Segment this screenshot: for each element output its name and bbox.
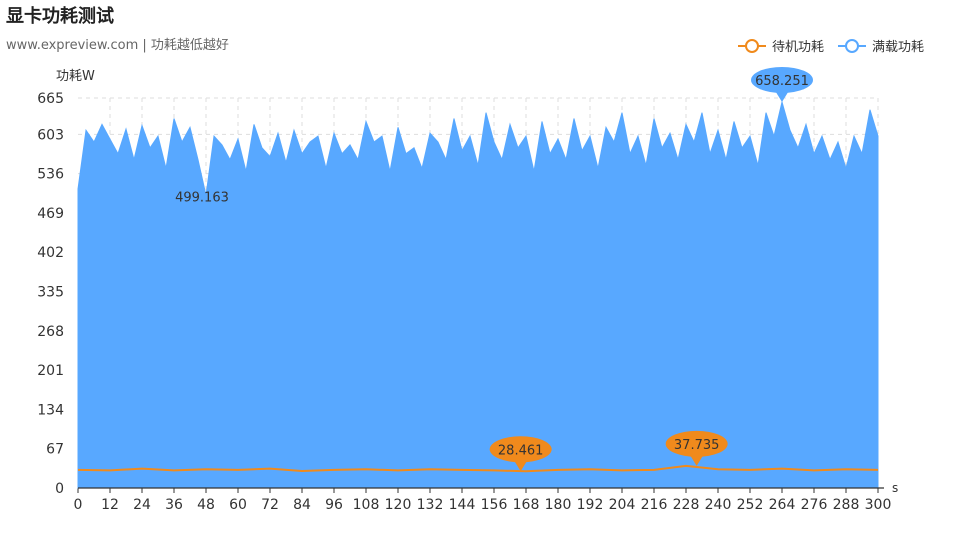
x-tick-label: 180	[545, 497, 572, 513]
y-tick-label: 536	[37, 167, 64, 183]
x-tick-label: 120	[385, 497, 412, 513]
legend-swatch-load	[837, 38, 866, 53]
x-tick-label: 216	[641, 497, 668, 513]
y-axis-title: 功耗W	[56, 69, 95, 84]
legend-label-idle: 待机功耗	[771, 40, 824, 55]
legend-swatch-idle	[737, 38, 766, 53]
y-tick-label: 665	[37, 91, 64, 107]
y-tick-label: 134	[37, 402, 64, 418]
chart-legend: 待机功耗 满载功耗	[737, 36, 924, 55]
x-tick-label: 24	[133, 497, 151, 513]
chart-title: 显卡功耗测试	[6, 6, 114, 27]
legend-item-load[interactable]: 满载功耗	[837, 36, 924, 55]
y-tick-label: 268	[37, 324, 64, 340]
chart-subtitle: www.expreview.com | 功耗越低越好	[6, 38, 229, 53]
x-tick-label: 96	[325, 497, 343, 513]
x-tick-label: 252	[737, 497, 764, 513]
y-tick-label: 0	[55, 481, 64, 497]
load-max-marker-label: 658.251	[755, 74, 809, 89]
y-tick-label: 335	[37, 285, 64, 301]
series-area-load	[77, 99, 879, 489]
x-tick-label: 108	[353, 497, 380, 513]
x-tick-label: 264	[769, 497, 796, 513]
y-tick-label: 603	[37, 127, 64, 143]
idle-marker-2-label: 37.735	[674, 438, 720, 453]
x-tick-label: 228	[673, 497, 700, 513]
x-tick-label: 48	[197, 497, 215, 513]
idle-marker-1-bubble	[489, 436, 552, 463]
series-line-idle	[77, 464, 879, 473]
x-tick-label: 300	[865, 497, 892, 513]
x-tick-label: 168	[513, 497, 540, 513]
load-min-label: 499.163	[175, 190, 229, 205]
legend-item-idle[interactable]: 待机功耗	[737, 36, 824, 55]
x-tick-label: 288	[833, 497, 860, 513]
load-max-marker-bubble	[751, 66, 813, 93]
x-tick-label: 240	[705, 497, 732, 513]
x-tick-label: 60	[229, 497, 247, 513]
legend-label-load: 满载功耗	[871, 40, 924, 55]
x-tick-label: 0	[74, 497, 83, 513]
x-tick-label: 36	[165, 497, 183, 513]
x-tick-label: 192	[577, 497, 604, 513]
y-tick-label: 67	[46, 442, 64, 458]
x-tick-label: 132	[417, 497, 444, 513]
x-axis-title: s	[892, 481, 898, 495]
x-tick-label: 84	[293, 497, 311, 513]
x-tick-label: 276	[801, 497, 828, 513]
x-tick-label: 204	[609, 497, 636, 513]
x-tick-label: 72	[261, 497, 279, 513]
y-tick-label: 469	[37, 206, 64, 222]
x-tick-label: 156	[481, 497, 508, 513]
idle-marker-1-label: 28.461	[498, 443, 544, 458]
x-tick-label: 12	[101, 497, 119, 513]
idle-marker-2-bubble	[665, 430, 728, 457]
y-tick-label: 402	[37, 245, 64, 261]
x-tick-label: 144	[449, 497, 476, 513]
y-tick-label: 201	[37, 363, 64, 379]
